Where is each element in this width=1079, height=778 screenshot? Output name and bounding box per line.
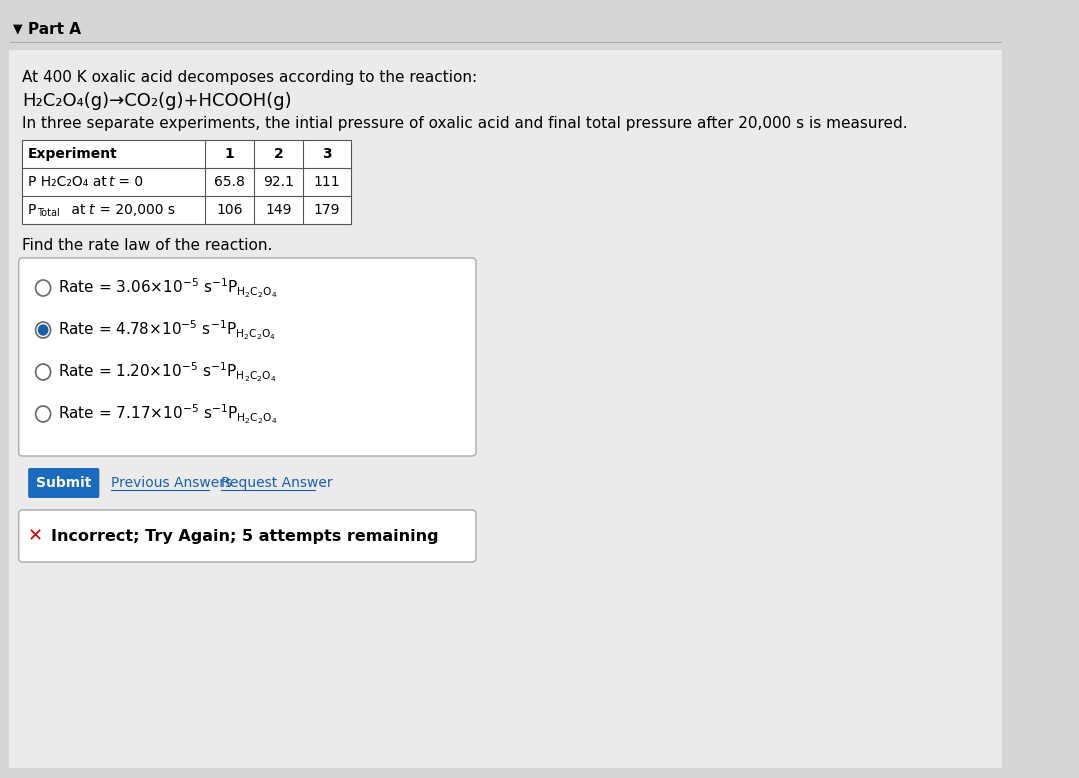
Text: Part A: Part A — [28, 22, 81, 37]
Text: at: at — [68, 203, 91, 217]
Circle shape — [36, 364, 51, 380]
Text: H₂C₂O₄(g)→CO₂(g)+HCOOH(g): H₂C₂O₄(g)→CO₂(g)+HCOOH(g) — [23, 92, 292, 110]
FancyBboxPatch shape — [0, 0, 1011, 778]
Circle shape — [36, 406, 51, 422]
Text: In three separate experiments, the intial pressure of oxalic acid and final tota: In three separate experiments, the intia… — [23, 116, 909, 131]
FancyBboxPatch shape — [18, 258, 476, 456]
Text: Request Answer: Request Answer — [221, 476, 332, 490]
FancyBboxPatch shape — [18, 510, 476, 562]
Text: t: t — [88, 203, 94, 217]
Text: 179: 179 — [314, 203, 340, 217]
Text: 111: 111 — [314, 175, 340, 189]
Text: 2: 2 — [273, 147, 283, 161]
Text: ▼: ▼ — [13, 22, 23, 35]
FancyBboxPatch shape — [28, 468, 99, 498]
Text: 3: 3 — [323, 147, 332, 161]
Text: Total: Total — [38, 208, 60, 218]
Text: Previous Answers: Previous Answers — [110, 476, 232, 490]
Text: 1: 1 — [224, 147, 234, 161]
Text: P H₂C₂O₄ at: P H₂C₂O₄ at — [28, 175, 111, 189]
Text: Rate = 3.06$\times$10$^{-5}$ s$^{-1}$P$_{\mathrm{H_2C_2O_4}}$: Rate = 3.06$\times$10$^{-5}$ s$^{-1}$P$_… — [58, 276, 277, 300]
Text: Rate = 1.20$\times$10$^{-5}$ s$^{-1}$P$_{\mathrm{H_2C_2O_4}}$: Rate = 1.20$\times$10$^{-5}$ s$^{-1}$P$_… — [58, 360, 276, 384]
Text: 92.1: 92.1 — [263, 175, 293, 189]
Text: 106: 106 — [216, 203, 243, 217]
Text: = 20,000 s: = 20,000 s — [95, 203, 175, 217]
Text: 65.8: 65.8 — [214, 175, 245, 189]
Text: 149: 149 — [265, 203, 291, 217]
Text: Incorrect; Try Again; 5 attempts remaining: Incorrect; Try Again; 5 attempts remaini… — [51, 528, 438, 544]
Circle shape — [36, 322, 51, 338]
Text: t: t — [108, 175, 113, 189]
FancyBboxPatch shape — [23, 140, 352, 224]
Text: Rate = 7.17$\times$10$^{-5}$ s$^{-1}$P$_{\mathrm{H_2C_2O_4}}$: Rate = 7.17$\times$10$^{-5}$ s$^{-1}$P$_… — [58, 402, 277, 426]
Circle shape — [36, 280, 51, 296]
Text: Rate = 4.78$\times$10$^{-5}$ s$^{-1}$P$_{\mathrm{H_2C_2O_4}}$: Rate = 4.78$\times$10$^{-5}$ s$^{-1}$P$_… — [58, 318, 276, 342]
Text: Experiment: Experiment — [28, 147, 118, 161]
Circle shape — [39, 325, 47, 335]
Text: At 400 K oxalic acid decomposes according to the reaction:: At 400 K oxalic acid decomposes accordin… — [23, 70, 478, 85]
Text: Find the rate law of the reaction.: Find the rate law of the reaction. — [23, 238, 273, 253]
Text: = 0: = 0 — [114, 175, 144, 189]
Text: Submit: Submit — [36, 476, 92, 490]
FancyBboxPatch shape — [10, 50, 1001, 768]
Text: ✕: ✕ — [28, 527, 43, 545]
Text: P: P — [28, 203, 37, 217]
